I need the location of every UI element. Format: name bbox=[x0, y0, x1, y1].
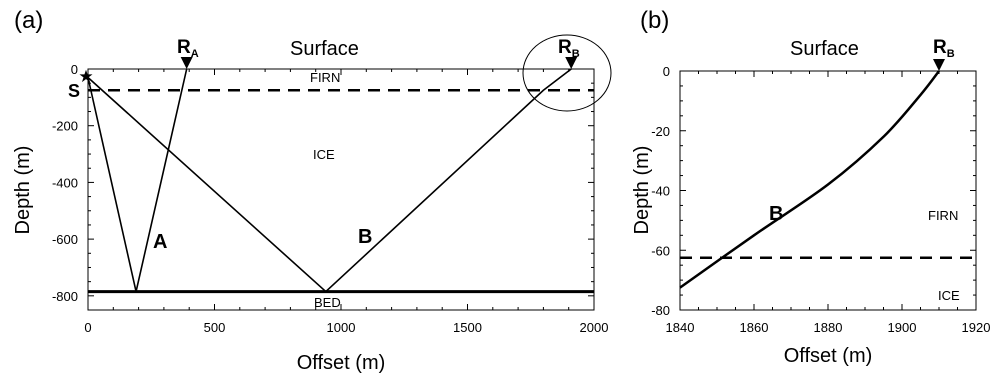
panel-a-bed-label: BED bbox=[314, 295, 341, 310]
panel-b-x-tick-label: 1860 bbox=[740, 320, 769, 335]
panel-b-y-tick-label: -80 bbox=[651, 303, 670, 318]
panel-b-ray-b-label: B bbox=[769, 203, 783, 225]
panel-a-ice-label: ICE bbox=[313, 147, 335, 162]
panel-a-y-tick-label: -800 bbox=[52, 289, 78, 304]
panel-b-ice-label: ICE bbox=[938, 288, 960, 303]
receiver-b-triangle-icon bbox=[565, 57, 578, 69]
panel-b-y-axis-title: Depth (m) bbox=[631, 146, 653, 235]
panel-b-ray-b-path bbox=[679, 70, 940, 289]
panel-b-label: (b) bbox=[640, 7, 669, 34]
panel-b-receiver-b-triangle-icon bbox=[933, 59, 945, 71]
panel-a-firn-label: FIRN bbox=[310, 70, 340, 85]
panel-b-surface-label: Surface bbox=[790, 38, 859, 60]
panel-a-label: (a) bbox=[14, 7, 43, 34]
panel-b-x-axis-title: Offset (m) bbox=[784, 345, 873, 367]
panel-a-x-tick-label: 0 bbox=[84, 320, 91, 335]
panel-a-x-ticks: 0 500 1000 1500 2000 bbox=[84, 69, 608, 335]
panel-b-receiver-b-label: RB bbox=[933, 37, 955, 60]
ray-a-path bbox=[87, 68, 188, 292]
ray-a-label: A bbox=[153, 231, 167, 253]
panel-b-y-ticks: 0 -20 -40 -60 -80 bbox=[651, 64, 976, 318]
panel-a-x-tick-label: 1000 bbox=[327, 320, 356, 335]
receiver-b-label: RB bbox=[558, 37, 580, 60]
panel-a-x-tick-label: 500 bbox=[204, 320, 226, 335]
ray-b-path bbox=[87, 68, 572, 293]
panel-a-y-axis-title: Depth (m) bbox=[12, 146, 34, 235]
panel-a-y-tick-label: -600 bbox=[52, 232, 78, 247]
panel-b-x-tick-label: 1900 bbox=[888, 320, 917, 335]
panel-a-y-tick-label: 0 bbox=[71, 62, 78, 77]
panel-a-x-tick-label: 2000 bbox=[580, 320, 609, 335]
panel-a-plot-frame bbox=[87, 68, 595, 311]
panel-a: (a) Surface 0 500 1000 1500 2000 0 -200 -400 -6… bbox=[12, 7, 612, 374]
panel-b-y-tick-label: -20 bbox=[651, 124, 670, 139]
source-label: S bbox=[68, 81, 80, 101]
panel-b-plot-frame bbox=[679, 70, 977, 311]
panel-b-x-ticks: 1840 1860 1880 1900 1920 bbox=[666, 71, 991, 335]
panel-a-y-ticks: 0 -200 -400 -600 -800 bbox=[52, 62, 594, 304]
panel-b-y-tick-label: -60 bbox=[651, 243, 670, 258]
receiver-b-highlight-circle bbox=[522, 34, 612, 112]
panel-a-y-tick-label: -200 bbox=[52, 119, 78, 134]
receiver-a-label: RA bbox=[177, 37, 199, 60]
source-star-icon: ★ bbox=[78, 67, 93, 86]
panel-b-x-tick-label: 1840 bbox=[666, 320, 695, 335]
panel-b-y-tick-label: 0 bbox=[663, 64, 670, 79]
receiver-a-triangle-icon bbox=[180, 57, 193, 69]
panel-b-x-tick-label: 1920 bbox=[962, 320, 991, 335]
panel-a-surface-label: Surface bbox=[290, 38, 359, 60]
panel-a-y-tick-label: -400 bbox=[52, 175, 78, 190]
ray-b-label: B bbox=[358, 226, 372, 248]
panel-a-x-axis-title: Offset (m) bbox=[297, 352, 386, 374]
panel-b-y-tick-label: -40 bbox=[651, 184, 670, 199]
panel-b-x-tick-label: 1880 bbox=[814, 320, 843, 335]
panel-a-x-tick-label: 1500 bbox=[453, 320, 482, 335]
panel-b-firn-label: FIRN bbox=[928, 208, 958, 223]
panel-b: (b) Surface 1840 1860 1880 1900 1920 0 -20 -40… bbox=[631, 7, 990, 367]
